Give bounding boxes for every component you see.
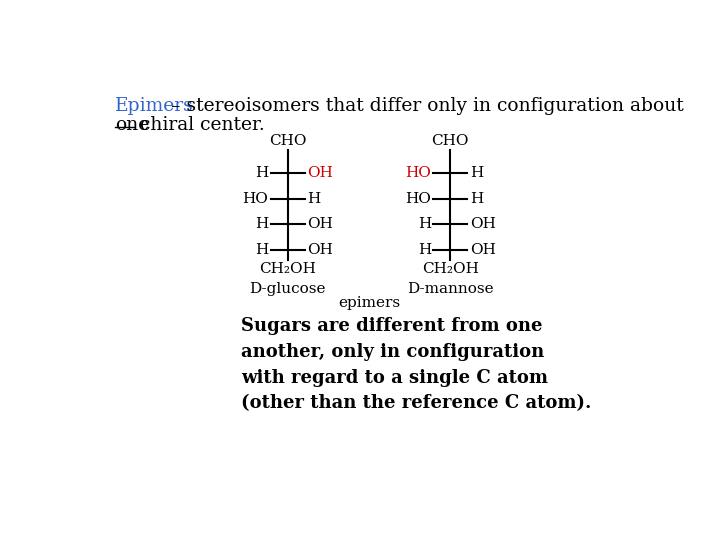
Text: CHO: CHO [269,134,307,148]
Text: H: H [418,242,431,256]
Text: H: H [469,192,483,206]
Text: chiral center.: chiral center. [134,116,265,133]
Text: H: H [469,166,483,180]
Text: Epimers: Epimers [114,97,194,115]
Text: H: H [307,192,320,206]
Text: OH: OH [307,242,333,256]
Text: HO: HO [405,192,431,206]
Text: Sugars are different from one
another, only in configuration
with regard to a si: Sugars are different from one another, o… [241,318,592,413]
Text: one: one [114,116,149,133]
Text: D-glucose: D-glucose [249,282,326,296]
Text: H: H [418,217,431,231]
Text: D-mannose: D-mannose [407,282,494,296]
Text: OH: OH [469,242,495,256]
Text: OH: OH [307,166,333,180]
Text: HO: HO [405,166,431,180]
Text: OH: OH [307,217,333,231]
Text: CH₂OH: CH₂OH [422,262,479,276]
Text: CHO: CHO [431,134,469,148]
Text: OH: OH [469,217,495,231]
Text: – stereoisomers that differ only in configuration about: – stereoisomers that differ only in conf… [171,97,683,115]
Text: H: H [255,242,269,256]
Text: HO: HO [243,192,269,206]
Text: epimers: epimers [338,296,400,310]
Text: H: H [255,217,269,231]
Text: H: H [255,166,269,180]
Text: CH₂OH: CH₂OH [259,262,316,276]
